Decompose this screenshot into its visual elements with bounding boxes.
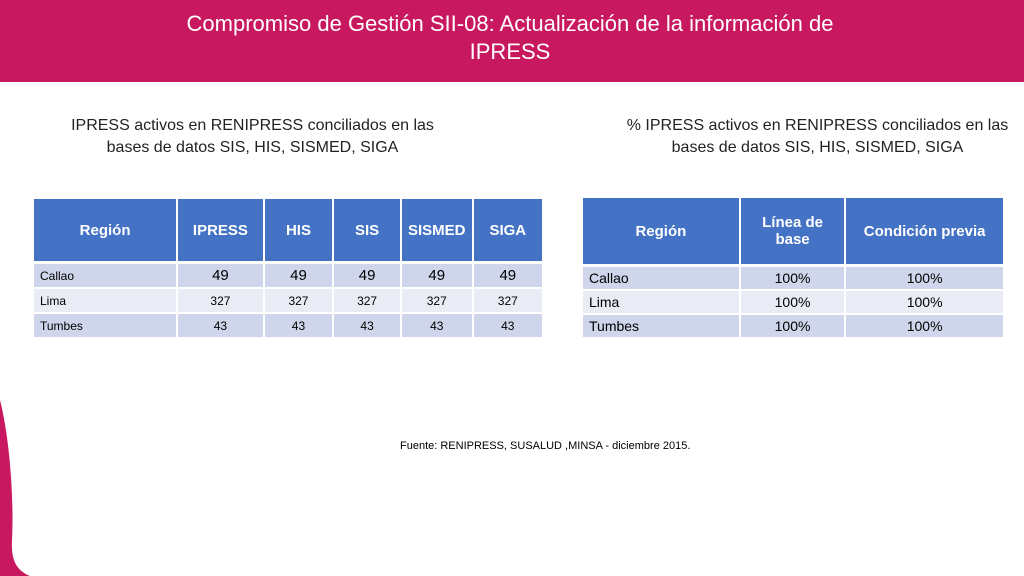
his-cell: 327 xyxy=(264,289,335,314)
left-table-subtitle: IPRESS activos en RENIPRESS conciliados … xyxy=(71,117,434,156)
sismed-cell: 327 xyxy=(401,289,474,314)
condicion-previa-cell: 100% xyxy=(846,267,1005,291)
title-banner: Compromiso de Gestión SII-08: Actualizac… xyxy=(0,0,1024,82)
siga-cell: 43 xyxy=(473,314,544,339)
region-cell: Tumbes xyxy=(34,314,179,339)
sis-cell: 327 xyxy=(334,289,402,314)
sis-cell: 49 xyxy=(334,264,402,289)
ipress-cell: 49 xyxy=(178,264,265,289)
column-header-siga: SIGA xyxy=(473,199,544,264)
table-header-row: Región Línea de base Condición previa xyxy=(583,198,1005,267)
column-header-condicion-previa: Condición previa xyxy=(846,198,1005,267)
ipress-percent-table: Región Línea de base Condición previa Ca… xyxy=(583,198,1005,339)
ipress-count-table: Región IPRESS HIS SIS SISMED SIGA Callao… xyxy=(34,199,544,339)
decorative-curve xyxy=(0,400,30,576)
region-cell: Callao xyxy=(34,264,179,289)
table-row: Tumbes 100% 100% xyxy=(583,315,1005,339)
table-header-row: Región IPRESS HIS SIS SISMED SIGA xyxy=(34,199,544,264)
condicion-previa-cell: 100% xyxy=(846,315,1005,339)
column-header-region: Región xyxy=(34,199,179,264)
column-header-sismed: SISMED xyxy=(401,199,474,264)
his-cell: 43 xyxy=(264,314,335,339)
table-row: Tumbes 43 43 43 43 43 xyxy=(34,314,544,339)
linea-base-cell: 100% xyxy=(740,291,847,315)
column-header-ipress: IPRESS xyxy=(178,199,265,264)
table-row: Callao 100% 100% xyxy=(583,267,1005,291)
sismed-cell: 49 xyxy=(401,264,474,289)
region-cell: Callao xyxy=(583,267,741,291)
ipress-cell: 43 xyxy=(178,314,265,339)
linea-base-cell: 100% xyxy=(740,267,847,291)
region-cell: Lima xyxy=(583,291,741,315)
column-header-sis: SIS xyxy=(334,199,402,264)
sis-cell: 43 xyxy=(334,314,402,339)
column-header-region: Región xyxy=(583,198,741,267)
siga-cell: 327 xyxy=(473,289,544,314)
column-header-linea-base: Línea de base xyxy=(740,198,847,267)
table-row: Lima 100% 100% xyxy=(583,291,1005,315)
table-row: Callao 49 49 49 49 49 xyxy=(34,264,544,289)
sismed-cell: 43 xyxy=(401,314,474,339)
condicion-previa-cell: 100% xyxy=(846,291,1005,315)
ipress-cell: 327 xyxy=(178,289,265,314)
column-header-his: HIS xyxy=(264,199,335,264)
siga-cell: 49 xyxy=(473,264,544,289)
linea-base-cell: 100% xyxy=(740,315,847,339)
region-cell: Lima xyxy=(34,289,179,314)
slide-title: Compromiso de Gestión SII-08: Actualizac… xyxy=(186,11,834,64)
region-cell: Tumbes xyxy=(583,315,741,339)
his-cell: 49 xyxy=(264,264,335,289)
right-table-subtitle: % IPRESS activos en RENIPRESS conciliado… xyxy=(626,117,1009,156)
table-row: Lima 327 327 327 327 327 xyxy=(34,289,544,314)
source-note: Fuente: RENIPRESS, SUSALUD ,MINSA - dici… xyxy=(400,440,691,452)
